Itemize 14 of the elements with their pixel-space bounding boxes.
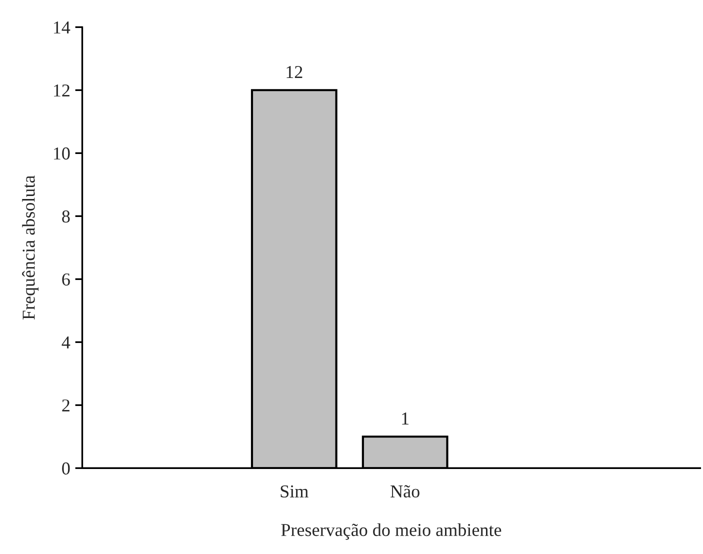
y-tick-label: 0 <box>62 462 70 475</box>
y-axis-title: Frequência absoluta <box>22 175 38 320</box>
data-label: 1 <box>402 412 409 424</box>
y-tick-label: 10 <box>54 147 70 160</box>
y-tick-label: 2 <box>62 399 70 412</box>
x-tick-label: Não <box>390 485 420 498</box>
y-tick-label: 4 <box>62 336 70 348</box>
x-tick-label: Sim <box>280 485 308 498</box>
data-label: 12 <box>286 66 302 78</box>
y-tick-label: 6 <box>62 273 70 286</box>
x-axis-title: Preservação do meio ambiente <box>281 523 502 540</box>
y-tick-label: 8 <box>62 210 70 223</box>
y-tick-label: 12 <box>54 84 70 96</box>
y-tick-label: 14 <box>54 21 70 34</box>
